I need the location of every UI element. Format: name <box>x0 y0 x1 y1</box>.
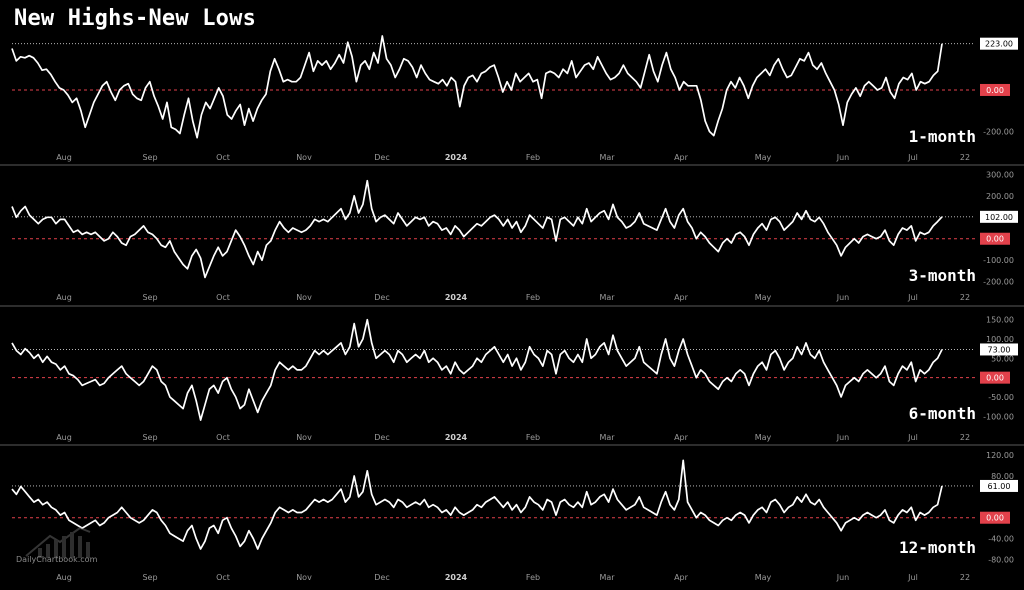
x-tick-label: Oct <box>216 433 230 442</box>
x-tick-label: 22 <box>960 153 970 162</box>
y-tick-label: -100.00 <box>983 256 1014 265</box>
x-tick-label: 2024 <box>445 573 468 582</box>
zero-value-badge <box>980 83 1010 96</box>
last-value-badge <box>980 210 1018 223</box>
x-tick-label: Mar <box>599 573 615 582</box>
last-value-label: 223.00 <box>985 40 1013 49</box>
x-tick-label: 22 <box>960 433 970 442</box>
x-tick-label: Nov <box>296 153 312 162</box>
x-tick-label: Aug <box>56 573 72 582</box>
y-tick-label: -100.00 <box>983 412 1014 421</box>
panel-label: 1-month <box>909 127 976 146</box>
series-line-3-month <box>11 179 943 279</box>
series-line-1-month <box>11 35 943 139</box>
x-tick-label: Aug <box>56 153 72 162</box>
x-tick-label: Nov <box>296 573 312 582</box>
x-tick-label: Dec <box>374 433 389 442</box>
x-tick-label: Feb <box>526 153 540 162</box>
x-tick-label: Mar <box>599 293 615 302</box>
x-tick-label: 22 <box>960 573 970 582</box>
x-tick-label: Dec <box>374 293 389 302</box>
x-tick-label: Feb <box>526 573 540 582</box>
x-tick-label: Mar <box>599 433 615 442</box>
zero-value-badge <box>980 371 1010 384</box>
y-tick-label: 80.00 <box>991 472 1014 481</box>
x-tick-label: Jun <box>836 153 850 162</box>
y-tick-label: 200.00 <box>986 192 1014 201</box>
x-tick-label: Mar <box>599 153 615 162</box>
y-tick-label: 150.00 <box>986 316 1014 325</box>
y-tick-label: 100.00 <box>986 335 1014 344</box>
x-tick-label: 2024 <box>445 433 468 442</box>
last-value-label: 61.00 <box>988 482 1011 491</box>
x-tick-label: Jul <box>907 573 918 582</box>
y-tick-label: 50.00 <box>991 354 1014 363</box>
x-tick-label: 2024 <box>445 153 468 162</box>
zero-value-badge <box>980 232 1010 245</box>
x-tick-label: Oct <box>216 293 230 302</box>
zero-value-label: 0.00 <box>986 235 1004 244</box>
x-tick-label: Nov <box>296 433 312 442</box>
x-tick-label: Sep <box>142 433 157 442</box>
x-tick-label: Dec <box>374 573 389 582</box>
y-tick-label: -80.00 <box>988 555 1014 564</box>
x-tick-label: 22 <box>960 293 970 302</box>
x-tick-label: May <box>755 433 772 442</box>
y-tick-label: -40.00 <box>988 535 1014 544</box>
x-tick-label: Jun <box>836 293 850 302</box>
watermark-text: DailyChartbook.com <box>16 555 98 564</box>
zero-value-badge <box>980 511 1010 524</box>
panel-label: 12-month <box>899 538 976 557</box>
x-tick-label: Jul <box>907 153 918 162</box>
x-tick-label: Sep <box>142 293 157 302</box>
x-tick-label: 2024 <box>445 293 468 302</box>
x-tick-label: Feb <box>526 433 540 442</box>
y-tick-label: 300.00 <box>986 170 1014 179</box>
x-tick-label: Apr <box>674 293 689 302</box>
last-value-badge <box>980 343 1018 356</box>
x-tick-label: Oct <box>216 153 230 162</box>
x-tick-label: Sep <box>142 153 157 162</box>
x-tick-label: Aug <box>56 293 72 302</box>
x-tick-label: Jun <box>836 573 850 582</box>
x-tick-label: Apr <box>674 153 689 162</box>
last-value-label: 73.00 <box>988 345 1011 354</box>
x-tick-label: Sep <box>142 573 157 582</box>
x-tick-label: Oct <box>216 573 230 582</box>
last-value-label: 102.00 <box>985 213 1013 222</box>
x-tick-label: Apr <box>674 573 689 582</box>
x-tick-label: Dec <box>374 153 389 162</box>
panel-label: 3-month <box>909 266 976 285</box>
x-tick-label: May <box>755 573 772 582</box>
watermark-logo <box>25 526 91 558</box>
x-tick-label: Feb <box>526 293 540 302</box>
y-tick-label: 120.00 <box>986 451 1014 460</box>
x-tick-label: Nov <box>296 293 312 302</box>
x-tick-label: Aug <box>56 433 72 442</box>
x-tick-label: Jul <box>907 433 918 442</box>
x-tick-label: May <box>755 293 772 302</box>
x-tick-label: Apr <box>674 433 689 442</box>
y-tick-label: -200.00 <box>983 278 1014 287</box>
zero-value-label: 0.00 <box>986 86 1004 95</box>
chart-title: New Highs-New Lows <box>14 6 257 31</box>
last-value-badge <box>980 479 1018 492</box>
series-line-12-month <box>11 459 943 550</box>
y-tick-label: -200.00 <box>983 127 1014 136</box>
zero-value-label: 0.00 <box>986 374 1004 383</box>
y-tick-label: -50.00 <box>988 393 1014 402</box>
x-tick-label: May <box>755 153 772 162</box>
zero-value-label: 0.00 <box>986 514 1004 523</box>
series-line-6-month <box>11 318 943 421</box>
x-tick-label: Jul <box>907 293 918 302</box>
last-value-badge <box>980 37 1018 50</box>
x-tick-label: Jun <box>836 433 850 442</box>
panel-label: 6-month <box>909 404 976 423</box>
